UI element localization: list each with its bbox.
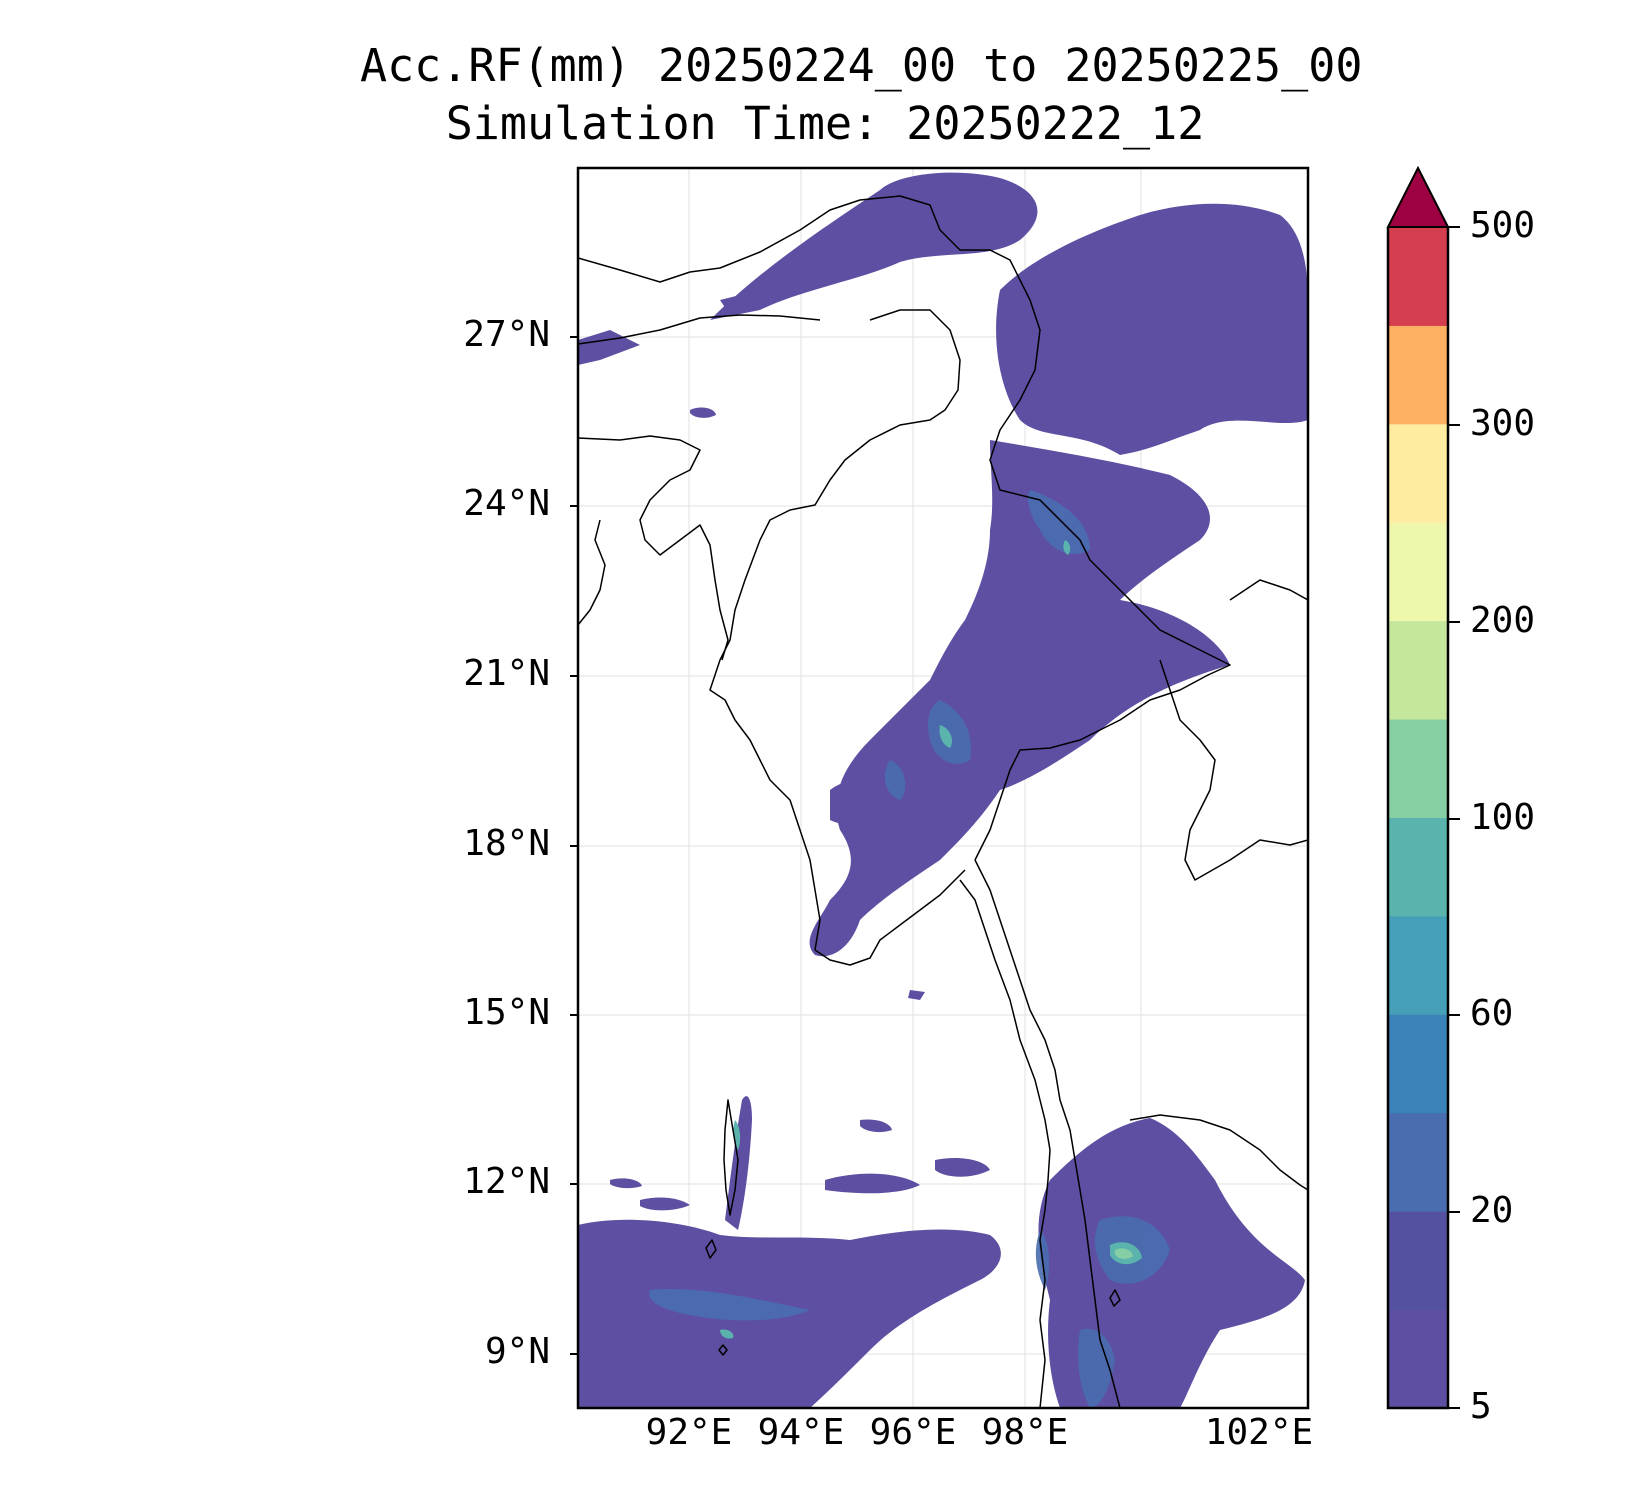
lon-label: 94°E (757, 1412, 845, 1453)
lat-label: 18°N (463, 823, 550, 864)
colorbar (1386, 165, 1460, 1410)
colorbar-segment (1388, 620, 1448, 720)
colorbar-segment (1388, 522, 1448, 622)
colorbar-segment (1388, 1014, 1448, 1114)
lat-label: 15°N (463, 992, 550, 1033)
colorbar-segment (1388, 719, 1448, 818)
rainfall-band-100-150 (1115, 1248, 1133, 1259)
colorbar-segment (1388, 325, 1448, 425)
colorbar-segment (1388, 1211, 1448, 1311)
rainfall-band-20-60 (649, 490, 1170, 1408)
lat-label: 21°N (463, 653, 550, 694)
colorbar-ticks (1448, 226, 1460, 1409)
lon-label: 96°E (869, 1412, 957, 1453)
colorbar-segment (1388, 227, 1448, 326)
colorbar-segment (1388, 423, 1448, 523)
colorbar-label: 200 (1470, 600, 1536, 641)
map-subtitle: Simulation Time: 20250222_12 (445, 97, 1205, 150)
colorbar-segment (1388, 1309, 1448, 1409)
colorbar-label: 300 (1470, 403, 1536, 444)
colorbar-segment (1388, 817, 1448, 917)
lat-label: 12°N (463, 1161, 550, 1202)
lon-label: 98°E (981, 1412, 1069, 1453)
lon-label: 92°E (645, 1412, 733, 1453)
map-frame (576, 166, 1310, 1410)
colorbar-label: 500 (1470, 205, 1536, 246)
coastlines-borders (578, 195, 1308, 1408)
lon-label: 102°E (1204, 1412, 1314, 1453)
colorbar-segment (1388, 915, 1448, 1015)
colorbar-label: 100 (1470, 797, 1536, 838)
colorbar-label: 20 (1470, 1190, 1514, 1231)
lat-label: 9°N (484, 1331, 550, 1372)
colorbar-frame (1386, 227, 1450, 1410)
colorbar-segment (1388, 1112, 1448, 1212)
colorbar-extend-arrow (1386, 165, 1450, 228)
lat-label: 24°N (463, 483, 550, 524)
lat-ticks (570, 336, 578, 1355)
colorbar-label: 60 (1470, 993, 1514, 1034)
colorbar-label: 5 (1470, 1386, 1492, 1427)
lat-label: 27°N (463, 314, 550, 355)
